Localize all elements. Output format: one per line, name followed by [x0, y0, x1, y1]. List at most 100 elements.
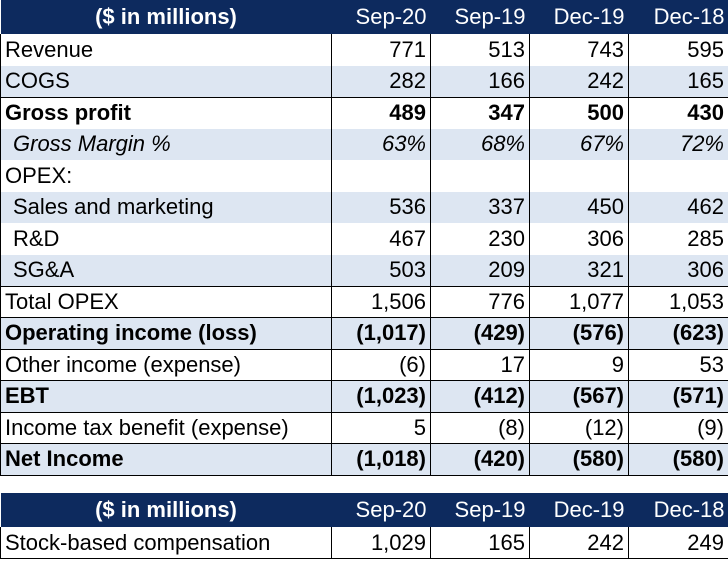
- cell-value: (571): [628, 380, 728, 412]
- header-period: Sep-20: [331, 493, 431, 527]
- spacer-row: [0, 475, 728, 493]
- row-stock-compensation: Stock-based compensation 1,029 165 242 2…: [0, 527, 728, 559]
- cell-value: 489: [331, 96, 431, 129]
- row-net-income: Net Income (1,018) (420) (580) (580): [0, 443, 728, 476]
- table-header: ($ in millions) Sep-20 Sep-19 Dec-19 Dec…: [0, 493, 728, 527]
- cell-value: [430, 160, 530, 192]
- row-label: EBT: [0, 380, 332, 412]
- cell-value: 165: [628, 65, 728, 97]
- cell-value: 306: [628, 254, 728, 286]
- row-label: Total OPEX: [0, 285, 332, 318]
- cell-value: (420): [430, 443, 530, 476]
- cell-value: (580): [529, 443, 629, 476]
- cell-value: 467: [331, 223, 431, 255]
- row-label: Other income (expense): [0, 348, 332, 381]
- cell-value: (12): [529, 411, 629, 444]
- cell-value: 230: [430, 223, 530, 255]
- cell-value: 63%: [331, 128, 431, 160]
- income-statement-table: ($ in millions) Sep-20 Sep-19 Dec-19 Dec…: [0, 0, 728, 493]
- row-operating-income: Operating income (loss) (1,017) (429) (5…: [0, 317, 728, 349]
- row-label: R&D: [0, 223, 332, 255]
- cell-value: (1,017): [331, 317, 431, 349]
- cell-value: (1,023): [331, 380, 431, 412]
- cell-value: 1,077: [529, 285, 629, 318]
- header-period: Dec-19: [529, 0, 629, 34]
- cell-value: (412): [430, 380, 530, 412]
- cell-value: 500: [529, 96, 629, 129]
- cell-value: 285: [628, 223, 728, 255]
- row-label: Net Income: [0, 443, 332, 476]
- row-label: Sales and marketing: [0, 191, 332, 223]
- cell-value: 9: [529, 348, 629, 381]
- header-period: Dec-18: [628, 0, 728, 34]
- cell-value: 165: [430, 527, 530, 559]
- cell-value: 321: [529, 254, 629, 286]
- cell-value: 337: [430, 191, 530, 223]
- row-label: Income tax benefit (expense): [0, 411, 332, 444]
- row-label: OPEX:: [0, 160, 332, 192]
- cell-value: (567): [529, 380, 629, 412]
- row-sga: SG&A 503 209 321 306: [0, 254, 728, 286]
- cell-value: 67%: [529, 128, 629, 160]
- header-period: Sep-20: [331, 0, 431, 34]
- cell-value: (580): [628, 443, 728, 476]
- cell-value: 249: [628, 527, 728, 559]
- cell-value: 53: [628, 348, 728, 381]
- cell-value: 306: [529, 223, 629, 255]
- row-label: SG&A: [0, 254, 332, 286]
- cell-value: 166: [430, 65, 530, 97]
- cell-value: 771: [331, 34, 431, 66]
- cell-value: 450: [529, 191, 629, 223]
- row-income-tax: Income tax benefit (expense) 5 (8) (12) …: [0, 411, 728, 444]
- cell-value: 242: [529, 65, 629, 97]
- header-period: Sep-19: [430, 0, 530, 34]
- cell-value: [331, 160, 431, 192]
- cell-value: (6): [331, 348, 431, 381]
- cell-value: 282: [331, 65, 431, 97]
- cell-value: 72%: [628, 128, 728, 160]
- cell-value: 503: [331, 254, 431, 286]
- cell-value: [529, 160, 629, 192]
- cell-value: (8): [430, 411, 530, 444]
- cell-value: 430: [628, 96, 728, 129]
- cell-value: 17: [430, 348, 530, 381]
- table-header: ($ in millions) Sep-20 Sep-19 Dec-19 Dec…: [0, 0, 728, 34]
- header-period: Dec-19: [529, 493, 629, 527]
- cell-value: (1,018): [331, 443, 431, 476]
- cell-value: 1,053: [628, 285, 728, 318]
- cell-value: 242: [529, 527, 629, 559]
- row-gross-margin: Gross Margin % 63% 68% 67% 72%: [0, 128, 728, 160]
- cell-value: 513: [430, 34, 530, 66]
- row-rd: R&D 467 230 306 285: [0, 223, 728, 255]
- cell-value: 1,029: [331, 527, 431, 559]
- row-label: Gross Margin %: [0, 128, 332, 160]
- row-label: Stock-based compensation: [0, 527, 332, 559]
- row-other-income: Other income (expense) (6) 17 9 53: [0, 348, 728, 381]
- stock-compensation-table: ($ in millions) Sep-20 Sep-19 Dec-19 Dec…: [0, 493, 728, 559]
- row-sales-marketing: Sales and marketing 536 337 450 462: [0, 191, 728, 223]
- header-label: ($ in millions): [0, 0, 332, 34]
- cell-value: 536: [331, 191, 431, 223]
- cell-value: (623): [628, 317, 728, 349]
- header-period: Sep-19: [430, 493, 530, 527]
- cell-value: 462: [628, 191, 728, 223]
- cell-value: 1,506: [331, 285, 431, 318]
- cell-value: 595: [628, 34, 728, 66]
- header-label: ($ in millions): [0, 493, 332, 527]
- row-gross-profit: Gross profit 489 347 500 430: [0, 96, 728, 129]
- row-total-opex: Total OPEX 1,506 776 1,077 1,053: [0, 285, 728, 318]
- cell-value: 347: [430, 96, 530, 129]
- header-period: Dec-18: [628, 493, 728, 527]
- row-label: Gross profit: [0, 96, 332, 129]
- cell-value: (429): [430, 317, 530, 349]
- row-cogs: COGS 282 166 242 165: [0, 65, 728, 97]
- cell-value: 209: [430, 254, 530, 286]
- row-label: Operating income (loss): [0, 317, 332, 349]
- row-label: Revenue: [0, 34, 332, 66]
- cell-value: [628, 160, 728, 192]
- cell-value: (9): [628, 411, 728, 444]
- row-opex-heading: OPEX:: [0, 160, 728, 192]
- row-ebt: EBT (1,023) (412) (567) (571): [0, 380, 728, 412]
- cell-value: 743: [529, 34, 629, 66]
- cell-value: 5: [331, 411, 431, 444]
